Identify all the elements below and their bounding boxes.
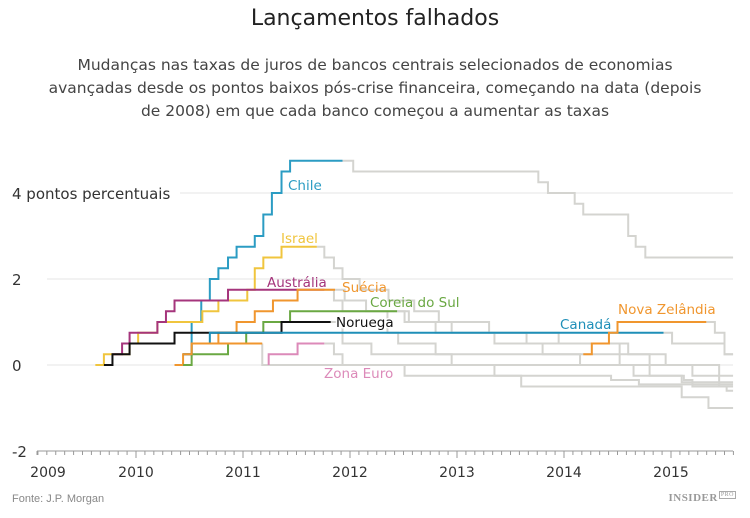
- series-continuation-line: [706, 321, 734, 356]
- series-continuation-line: [316, 245, 734, 384]
- series-label: Noruega: [336, 315, 394, 331]
- y-tick-label: 2: [12, 271, 22, 289]
- y-tick-label: 4 pontos percentuais: [12, 185, 170, 203]
- series-line-chile: [183, 159, 343, 356]
- x-tick-label: 2009: [30, 465, 66, 481]
- series-label: Suécia: [342, 280, 387, 296]
- series-continuation-line: [261, 343, 584, 366]
- x-tick-label: 2012: [332, 465, 368, 481]
- series-label: Canadá: [560, 317, 611, 333]
- logo-text: INSIDER: [668, 492, 718, 504]
- insider-pro-logo: INSIDER PRO: [668, 491, 736, 504]
- logo-badge: PRO: [718, 491, 736, 500]
- x-tick-label: 2015: [653, 465, 689, 481]
- series-label: Israel: [281, 231, 318, 247]
- series-label: Zona Euro: [324, 366, 393, 382]
- series-continuation-line: [342, 159, 734, 259]
- series-continuation-line: [663, 331, 734, 356]
- series-line-zona-euro: [267, 342, 325, 365]
- y-tick-label: -2: [12, 443, 27, 461]
- series-line-israel: [95, 245, 317, 366]
- series-line-austrália: [112, 288, 325, 356]
- series-label: Chile: [288, 178, 322, 194]
- x-tick-label: 2010: [118, 465, 154, 481]
- series-label: Coreia do Sul: [370, 295, 460, 311]
- series-continuation-line: [397, 310, 734, 388]
- chart-title: Lançamentos falhados: [250, 6, 500, 31]
- chart-subtitle: Mudanças nas taxas de juros de bancos ce…: [48, 56, 702, 120]
- series-line-noruega: [103, 321, 331, 366]
- y-tick-label: 0: [12, 357, 22, 375]
- x-tick-label: 2013: [439, 465, 475, 481]
- x-tick-label: 2011: [225, 465, 261, 481]
- series-line-coreia-do-sul: [183, 310, 398, 366]
- series-line-nova-zelândia: [583, 321, 707, 356]
- source-note: Fonte: J.P. Morgan: [12, 493, 105, 505]
- series-label: Austrália: [267, 275, 327, 291]
- series-label: Nova Zelândia: [618, 302, 716, 318]
- series-continuation-line: [324, 342, 734, 386]
- series-line-nz-2010: [183, 342, 263, 356]
- x-tick-label: 2014: [546, 465, 582, 481]
